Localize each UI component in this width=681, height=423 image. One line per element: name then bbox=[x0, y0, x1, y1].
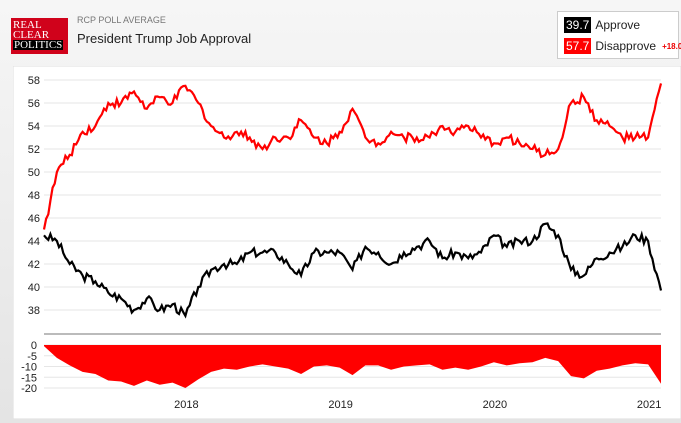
spread-tick-label: 0 bbox=[31, 340, 37, 352]
spread-tick-label: -20 bbox=[21, 383, 37, 395]
x-tick-label: 2019 bbox=[328, 399, 352, 411]
disapprove-value: 57.7 bbox=[564, 38, 592, 54]
approve-value: 39.7 bbox=[564, 17, 592, 33]
chart-title: President Trump Job Approval bbox=[77, 31, 252, 46]
x-tick-label: 2020 bbox=[483, 399, 507, 411]
chart-svg: 38 40 42 44 46 48 50 52 54 56 58 0-5-10-15-20 2018 20… bbox=[13, 66, 681, 419]
series-line-approve bbox=[43, 222, 663, 319]
y-tick-label: 48 bbox=[28, 190, 40, 202]
spread-area bbox=[44, 345, 661, 388]
rcp-logo: REAL CLEAR POLITICS bbox=[11, 18, 68, 54]
spread-tick-label: -10 bbox=[21, 362, 37, 374]
x-tick-label: 2018 bbox=[174, 399, 198, 411]
y-tick-label: 42 bbox=[28, 259, 40, 271]
approve-label: Approve bbox=[595, 18, 641, 32]
spread-value: +18.0 bbox=[662, 41, 681, 51]
y-tick-label: 38 bbox=[28, 305, 40, 317]
y-tick-label: 46 bbox=[28, 213, 40, 225]
y-tick-label: 54 bbox=[28, 121, 40, 133]
y-tick-label: 50 bbox=[28, 167, 40, 179]
y-tick-label: 44 bbox=[28, 236, 40, 248]
y-tick-label: 58 bbox=[28, 75, 40, 87]
x-tick-label: 2021 bbox=[637, 399, 661, 411]
y-tick-label: 56 bbox=[28, 98, 40, 110]
spread-tick-label: -15 bbox=[21, 372, 37, 384]
series-line-disapprove bbox=[42, 83, 663, 230]
legend: 39.7 Approve 57.7 Disapprove +18.0 bbox=[557, 11, 681, 59]
kicker: RCP POLL AVERAGE bbox=[77, 15, 166, 25]
legend-disapprove: 57.7 Disapprove +18.0 bbox=[564, 38, 681, 54]
y-tick-label: 52 bbox=[28, 144, 40, 156]
y-tick-label: 40 bbox=[28, 282, 40, 294]
legend-approve: 39.7 Approve bbox=[564, 17, 640, 33]
disapprove-label: Disapprove bbox=[595, 39, 657, 53]
spread-tick-label: -5 bbox=[27, 351, 37, 363]
